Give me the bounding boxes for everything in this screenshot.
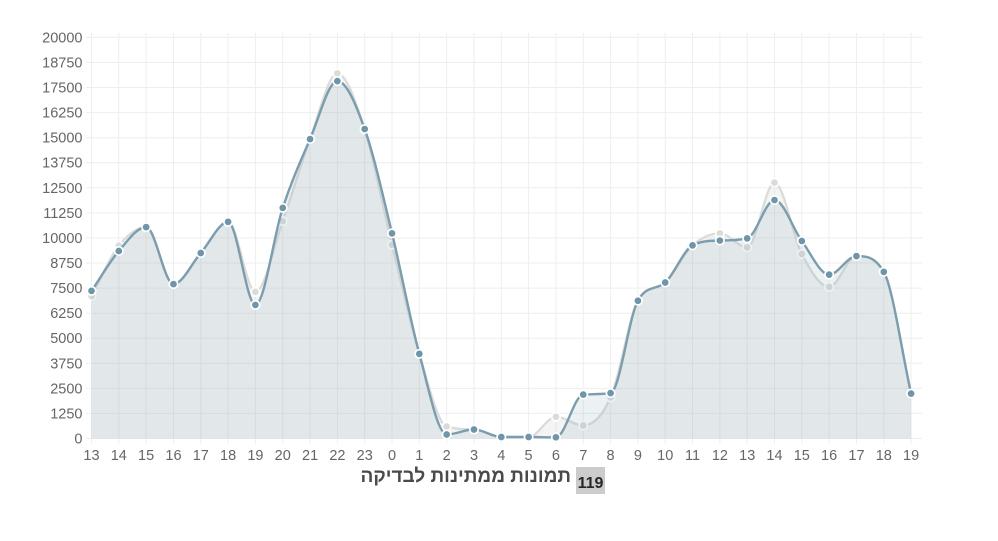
svg-text:11250: 11250 [43,206,82,222]
svg-text:17500: 17500 [42,81,82,97]
svg-text:23: 23 [357,448,373,464]
svg-text:19: 19 [903,448,919,464]
svg-text:15: 15 [138,448,154,464]
svg-text:4: 4 [497,448,505,464]
svg-text:1250: 1250 [50,406,82,422]
svg-text:21: 21 [302,448,318,464]
svg-text:10000: 10000 [42,231,82,247]
svg-text:20000: 20000 [42,30,82,46]
svg-text:18: 18 [220,448,236,464]
svg-text:13: 13 [83,448,99,464]
svg-text:16: 16 [165,448,181,464]
svg-text:12500: 12500 [42,181,82,197]
svg-text:2: 2 [443,448,451,464]
svg-text:6: 6 [552,448,560,464]
svg-text:16250: 16250 [42,106,82,122]
svg-text:22: 22 [329,448,345,464]
svg-text:6250: 6250 [50,306,82,322]
svg-text:17: 17 [848,448,864,464]
svg-text:15: 15 [794,448,810,464]
svg-text:2500: 2500 [50,381,82,397]
svg-text:17: 17 [193,448,209,464]
svg-text:14: 14 [766,448,782,464]
svg-text:8750: 8750 [50,256,82,272]
svg-text:7500: 7500 [50,281,82,297]
svg-text:3750: 3750 [50,356,82,372]
svg-text:14: 14 [111,448,127,464]
svg-text:1: 1 [415,448,423,464]
svg-text:13750: 13750 [42,156,82,172]
svg-text:5: 5 [525,448,533,464]
svg-text:11: 11 [685,448,700,464]
svg-text:18: 18 [876,448,892,464]
svg-text:5000: 5000 [50,331,82,347]
svg-text:3: 3 [470,448,478,464]
svg-text:10: 10 [657,448,673,464]
svg-text:0: 0 [74,432,82,448]
svg-text:20: 20 [275,448,291,464]
svg-text:15000: 15000 [42,131,82,147]
svg-text:7: 7 [579,448,587,464]
svg-text:12: 12 [712,448,728,464]
svg-text:18750: 18750 [42,56,82,72]
svg-text:19: 19 [247,448,263,464]
svg-text:8: 8 [607,448,615,464]
svg-text:13: 13 [739,448,755,464]
svg-text:0: 0 [388,448,396,464]
svg-text:9: 9 [634,448,642,464]
svg-text:16: 16 [821,448,837,464]
